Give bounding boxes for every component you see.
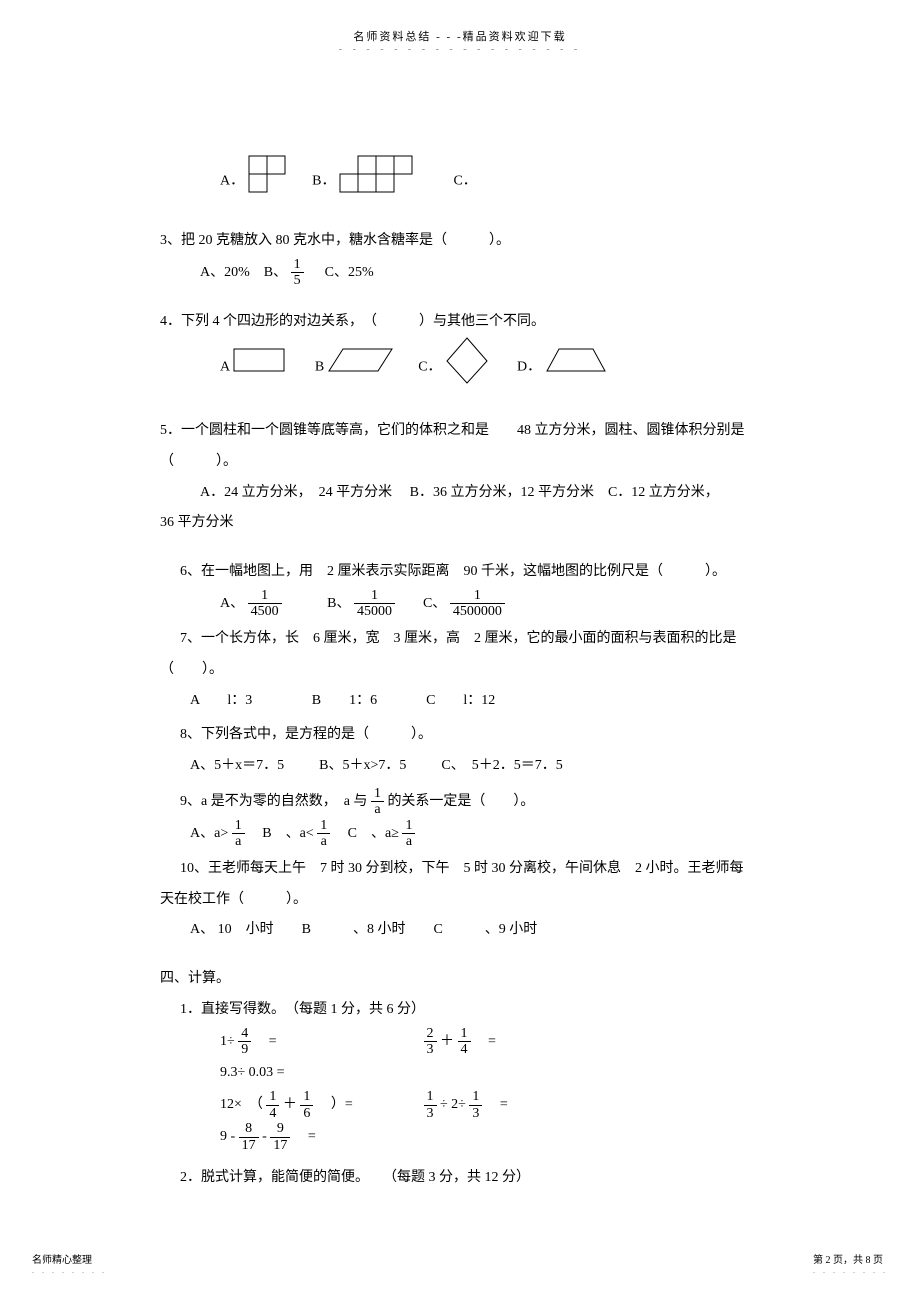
- q9-opt-b-pre: B 、a<: [248, 826, 313, 841]
- q10-opt-a: A、 10 小时: [190, 922, 274, 937]
- calc-row-1: 1÷ 49 = 23 ＋ 14 = 9.3÷ 0.03 =: [160, 1026, 770, 1089]
- q7-opt-a: A l：3: [190, 693, 252, 708]
- q6-opt-c-frac: 14500000: [450, 588, 505, 620]
- calc-1-1: 1÷ 49 =: [220, 1026, 420, 1058]
- q4-rhombus: [445, 337, 489, 398]
- q4-opt-c-label: C．: [418, 360, 441, 375]
- calc-1-3: 9.3÷ 0.03 =: [220, 1058, 420, 1089]
- q3-text: 3、把 20 克糖放入 80 克水中，糖水含糖率是（ ）。: [160, 226, 770, 257]
- q9-text-frac: 1a: [371, 786, 384, 818]
- q6-opt-a-frac: 14500: [248, 588, 282, 620]
- q7-opt-c: C l：12: [426, 693, 495, 708]
- q4-rect: [233, 348, 287, 387]
- section-4-sub1: 1．直接写得数。 （每题 1 分，共 6 分）: [160, 995, 770, 1026]
- question-5: 5．一个圆柱和一个圆锥等底等高，它们的体积之和是 48 立方分米，圆柱、圆锥体积…: [160, 416, 770, 539]
- q5-line3: 36 平方分米: [160, 508, 770, 539]
- calc-row-2: 12× （ 14 ＋ 16 ）= 13 ÷ 2÷ 13 = 9 - 817 - …: [160, 1089, 770, 1153]
- question-4: 4．下列 4 个四边形的对边关系， （ ）与其他三个不同。 A B C． D．: [160, 307, 770, 399]
- question-6: 6、在一幅地图上，用 2 厘米表示实际距离 90 千米，这幅地图的比例尺是（ ）…: [160, 557, 770, 620]
- q6-opt-a-prefix: A、: [220, 596, 244, 611]
- question-9: 9、a 是不为零的自然数， a 与 1a 的关系一定是（ ）。 A、a> 1a …: [160, 786, 770, 850]
- q10-line1: 10、王老师每天上午 7 时 30 分到校，下午 5 时 30 分离校，午间休息…: [160, 854, 770, 885]
- q2-opt-b-label: B．: [312, 174, 335, 189]
- question-2-options: A． B．: [160, 155, 770, 208]
- calc-2-1: 12× （ 14 ＋ 16 ）=: [220, 1089, 420, 1121]
- q5-line1: 5．一个圆柱和一个圆锥等底等高，它们的体积之和是 48 立方分米，圆柱、圆锥体积…: [160, 416, 770, 447]
- q3-opt-c: C、25%: [325, 265, 374, 280]
- q9-text-post: 的关系一定是（ ）。: [387, 794, 534, 809]
- q10-line2: 天在校工作（ ）。: [160, 885, 770, 916]
- q9-text-pre: 9、a 是不为零的自然数， a 与: [180, 794, 367, 809]
- q5-opt-c: C．12 立方分米，: [608, 485, 719, 500]
- q9-opt-c-pre: C 、a≥: [334, 826, 399, 841]
- section-4-sub2: 2．脱式计算，能简便的简便。 （每题 3 分，共 12 分）: [160, 1163, 770, 1194]
- q2-shape-a: [248, 155, 288, 208]
- page-header: 名师资料总结 - - -精品资料欢迎下载: [0, 0, 920, 44]
- header-dots: - - - - - - - - - - - - - - - - - -: [0, 44, 920, 55]
- q6-opt-b-frac: 145000: [354, 588, 395, 620]
- q6-text: 6、在一幅地图上，用 2 厘米表示实际距离 90 千米，这幅地图的比例尺是（ ）…: [160, 557, 770, 588]
- content-area: A． B．: [0, 55, 920, 1194]
- q6-opt-c-prefix: C、: [423, 596, 446, 611]
- question-10: 10、王老师每天上午 7 时 30 分到校，下午 5 时 30 分离校，午间休息…: [160, 854, 770, 946]
- q9-opt-c-frac: 1a: [402, 818, 415, 850]
- q4-trapezoid: [545, 348, 607, 387]
- q3-opt-b-frac: 15: [291, 257, 304, 289]
- calc-2-2: 13 ÷ 2÷ 13 =: [424, 1089, 624, 1121]
- calc-1-2: 23 ＋ 14 =: [424, 1026, 624, 1058]
- q4-text: 4．下列 4 个四边形的对边关系， （ ）与其他三个不同。: [160, 307, 770, 338]
- footer-right: 第 2 页，共 8 页 . . . . . . . .: [813, 1251, 888, 1275]
- calc-2-3: 9 - 817 - 917 =: [220, 1121, 420, 1153]
- q3-opt-a: A、20%: [200, 265, 250, 280]
- q7-line2: （ ）。: [160, 655, 770, 686]
- q5-opt-b: B．36 立方分米，12 平方分米: [410, 485, 594, 500]
- q3-opt-b-prefix: B、: [264, 265, 287, 280]
- section-4-title: 四、计算。: [160, 964, 770, 995]
- q9-opt-a-frac: 1a: [232, 818, 245, 850]
- q4-opt-b-label: B: [315, 360, 324, 375]
- q10-opt-b: B 、8 小时: [302, 922, 406, 937]
- q4-opt-a-label: A: [220, 360, 229, 375]
- q5-opt-a: A．24 立方分米， 24 平方分米: [200, 485, 392, 500]
- q8-opt-c: C、 5＋2．5＝7．5: [441, 758, 562, 773]
- q5-line2: （ ）。: [160, 447, 770, 478]
- question-3: 3、把 20 克糖放入 80 克水中，糖水含糖率是（ ）。 A、20% B、 1…: [160, 226, 770, 289]
- q9-opt-a-pre: A、a>: [190, 826, 228, 841]
- q2-opt-a-label: A．: [220, 174, 244, 189]
- q10-opt-c: C 、9 小时: [433, 922, 537, 937]
- q7-text: 7、一个长方体，长 6 厘米，宽 3 厘米，高 2 厘米，它的最小面的面积与表面…: [160, 624, 770, 655]
- q8-opt-b: B、5＋x>7．5: [319, 758, 406, 773]
- q4-parallelogram: [328, 348, 394, 387]
- q2-shape-b: [339, 155, 415, 208]
- footer-left: 名师精心整理 . . . . . . . .: [32, 1251, 107, 1275]
- q7-opt-b: B 1：6: [312, 693, 377, 708]
- q8-opt-a: A、5＋x＝7．5: [190, 758, 284, 773]
- q8-text: 8、下列各式中，是方程的是（ ）。: [160, 720, 770, 751]
- q9-opt-b-frac: 1a: [317, 818, 330, 850]
- question-7: 7、一个长方体，长 6 厘米，宽 3 厘米，高 2 厘米，它的最小面的面积与表面…: [160, 624, 770, 716]
- q6-opt-b-prefix: B、: [327, 596, 350, 611]
- q2-opt-c-label: C．: [453, 174, 476, 189]
- question-8: 8、下列各式中，是方程的是（ ）。 A、5＋x＝7．5 B、5＋x>7．5 C、…: [160, 720, 770, 782]
- q4-opt-d-label: D．: [517, 360, 541, 375]
